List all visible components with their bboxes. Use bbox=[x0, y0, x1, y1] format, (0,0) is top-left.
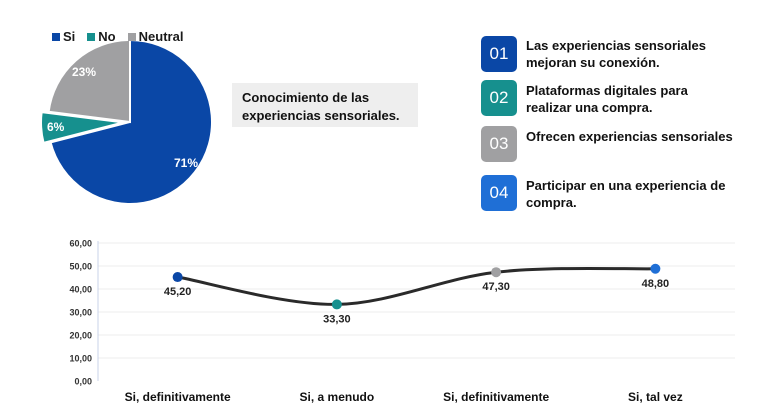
legend-item-neutral: Neutral bbox=[127, 29, 184, 44]
list-item-text-04: Participar en una experiencia de compra. bbox=[526, 178, 726, 210]
data-point bbox=[650, 263, 661, 274]
legend-swatch-si bbox=[52, 32, 60, 41]
list-item-text-02: Plataformas digitales para realizar una … bbox=[526, 83, 688, 115]
legend-swatch-neutral bbox=[127, 32, 136, 41]
data-label: 48,80 bbox=[642, 278, 670, 290]
list-item-text-03: Ofrecen experiencias sensoriales bbox=[526, 129, 733, 144]
pie-label-si: 71% bbox=[174, 156, 199, 170]
data-label: 47,30 bbox=[482, 281, 510, 293]
pie-label-no: 6% bbox=[47, 120, 65, 134]
x-tick-label: Si, definitivamente bbox=[125, 390, 231, 404]
legend-item-si: Si bbox=[52, 29, 75, 44]
legend-item-no: No bbox=[87, 29, 116, 44]
list-item-04: 04 Participar en una experiencia de comp… bbox=[481, 175, 741, 211]
series-line bbox=[177, 266, 656, 306]
number-badge-02: 02 bbox=[481, 80, 517, 116]
data-label: 33,30 bbox=[323, 313, 351, 325]
list-item-01: 01 Las experiencias sensoriales mejoran … bbox=[481, 36, 746, 72]
line-chart: 0,00 10,00 20,00 30,00 40,00 50,00 60,00 45,20 S… bbox=[69, 239, 735, 404]
pie-slice-si bbox=[49, 38, 213, 205]
number-badge-03: 03 bbox=[481, 126, 517, 162]
y-tick-label: 20,00 bbox=[69, 331, 92, 341]
y-tick-label: 30,00 bbox=[69, 308, 92, 318]
data-point bbox=[331, 299, 342, 310]
list-item-03: 03 Ofrecen experiencias sensoriales bbox=[481, 126, 766, 162]
pie-slice-no bbox=[40, 111, 124, 145]
y-tick-label: 10,00 bbox=[69, 354, 92, 364]
number-badge-01: 01 bbox=[481, 36, 517, 72]
pie-label-neutral: 23% bbox=[72, 65, 97, 79]
x-tick-label: Si, a menudo bbox=[300, 390, 375, 404]
x-tick-label: Si, definitivamente bbox=[443, 390, 549, 404]
number-badge-04: 04 bbox=[481, 175, 517, 211]
pie-legend: Si No Neutral bbox=[52, 29, 183, 44]
x-tick-label: Si, tal vez bbox=[628, 390, 683, 404]
y-tick-label: 0,00 bbox=[74, 377, 92, 387]
data-point bbox=[491, 267, 502, 278]
legend-swatch-no bbox=[87, 32, 96, 41]
y-tick-label: 40,00 bbox=[69, 285, 92, 295]
list-item-02: 02 Plataformas digitales para realizar u… bbox=[481, 80, 726, 116]
list-item-text-01: Las experiencias sensoriales mejoran su … bbox=[526, 38, 706, 70]
data-label: 45,20 bbox=[164, 286, 192, 298]
legend-label-si: Si bbox=[63, 29, 76, 44]
data-point bbox=[172, 272, 183, 283]
pie-chart bbox=[40, 38, 213, 205]
legend-label-no: No bbox=[98, 29, 116, 44]
pie-callout: Conocimiento de las experiencias sensori… bbox=[232, 83, 418, 127]
y-tick-label: 50,00 bbox=[69, 262, 92, 272]
y-tick-label: 60,00 bbox=[69, 239, 92, 249]
legend-label-neutral: Neutral bbox=[138, 29, 184, 44]
pie-slice-neutral bbox=[47, 38, 131, 124]
